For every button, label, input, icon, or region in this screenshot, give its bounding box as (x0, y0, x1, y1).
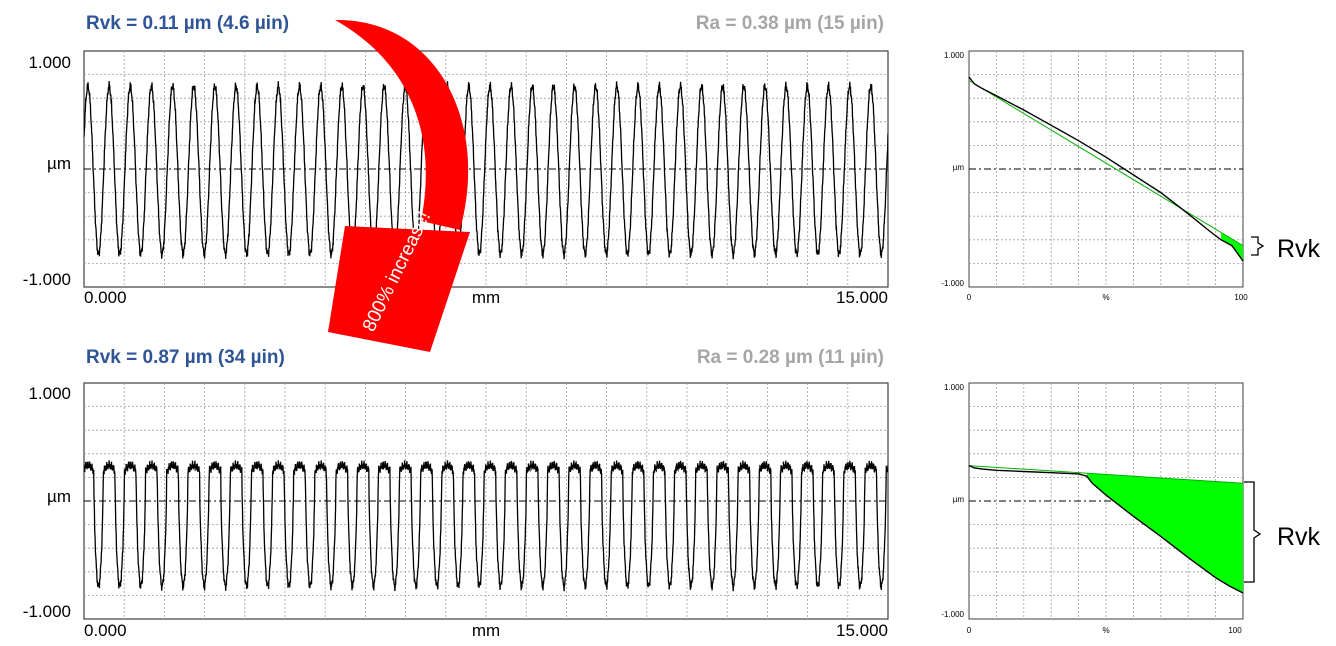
rvk-header-top: Rvk = 0.11 µm (4.6 µin) (86, 13, 289, 34)
y-axis-label: µm (47, 487, 71, 506)
rvk-label-bottom: Rvk (1277, 523, 1321, 551)
x-tick-end: 15.000 (836, 288, 888, 307)
profile-trace (84, 81, 888, 260)
x-tick-start: 0.000 (84, 288, 127, 307)
y-tick-min: -1.000 (941, 610, 964, 619)
secant-line (968, 465, 1244, 484)
rvk-label-top: Rvk (1277, 235, 1321, 263)
y-axis-label: µm (953, 163, 965, 172)
ra-header-top: Ra = 0.38 µm (15 µin) (696, 13, 884, 34)
arrow-head (328, 226, 470, 352)
y-tick-min: -1.000 (23, 602, 71, 621)
y-tick-max: 1.000 (944, 51, 965, 60)
y-axis-label: µm (953, 495, 965, 504)
bearing-curve (968, 76, 1244, 262)
profile-chart-top: 1.000 µm -1.000 0.000 mm 15.000 (23, 50, 889, 307)
y-tick-max: 1.000 (944, 383, 965, 392)
x-axis-label: mm (472, 621, 500, 640)
x-axis-label: % (1102, 293, 1109, 302)
rvk-fill-area (1221, 232, 1243, 261)
y-axis-label: µm (47, 154, 71, 173)
bearing-curve-top: 1.000 µm -1.000 0 % 100 (941, 50, 1248, 302)
grid-lines (969, 51, 1243, 287)
y-tick-max: 1.000 (28, 53, 71, 72)
x-tick-end: 100 (1234, 293, 1248, 302)
ra-header-bottom: Ra = 0.28 µm (11 µin) (697, 347, 884, 368)
y-tick-max: 1.000 (28, 384, 71, 403)
x-tick-end: 100 (1228, 626, 1242, 635)
profile-trace (84, 460, 888, 592)
y-tick-min: -1.000 (23, 270, 71, 289)
rvk-fill-area (1086, 473, 1243, 593)
increase-arrow: 800% increase! (328, 19, 470, 352)
y-tick-min: -1.000 (941, 279, 964, 288)
rvk-bracket-bottom: Rvk (1244, 481, 1321, 583)
bearing-curve (968, 464, 1244, 594)
arrow-body (335, 19, 469, 230)
rvk-bracket-top: Rvk (1251, 235, 1321, 263)
profile-chart-bottom: 1.000 µm -1.000 0.000 mm 15.000 (23, 382, 889, 640)
rvk-header-bottom: Rvk = 0.87 µm (34 µin) (86, 347, 285, 368)
secant-line (968, 80, 1244, 247)
x-tick-end: 15.000 (836, 621, 888, 640)
bearing-curve-bottom: 1.000 µm -1.000 0 % 100 (941, 382, 1244, 635)
x-axis-label: % (1102, 626, 1109, 635)
x-tick-start: 0.000 (84, 621, 127, 640)
x-axis-label: mm (472, 288, 500, 307)
x-tick-start: 0 (967, 293, 972, 302)
x-tick-start: 0 (967, 626, 972, 635)
